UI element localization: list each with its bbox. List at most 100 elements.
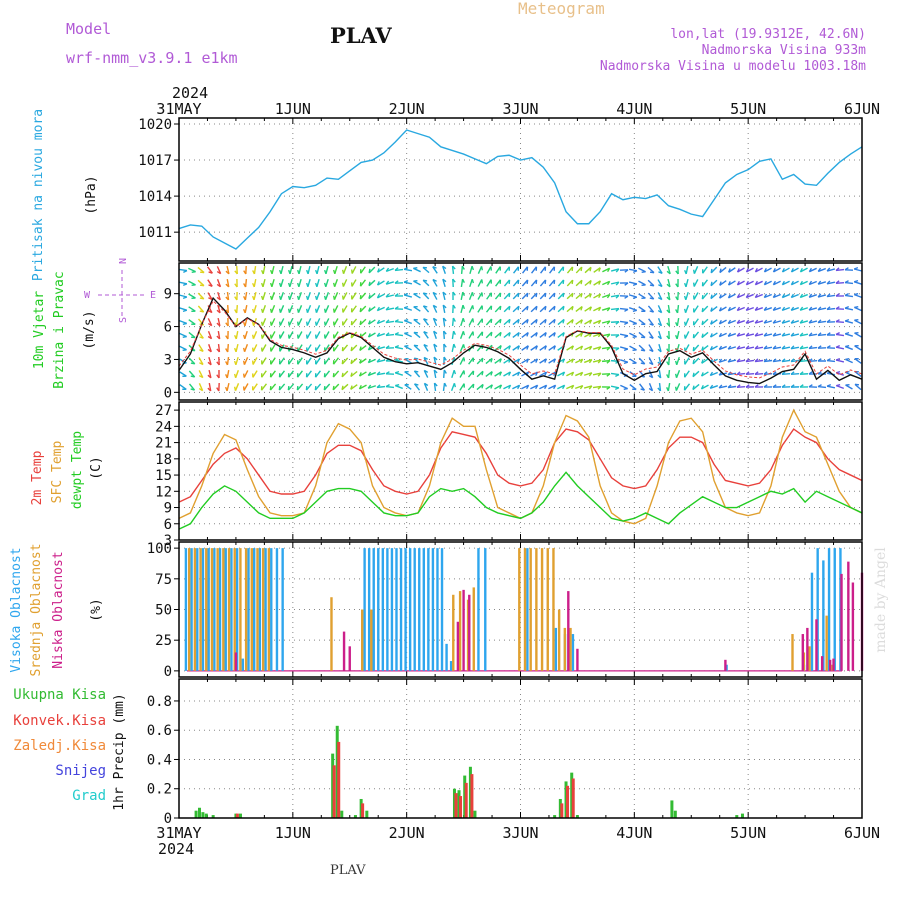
wind-arrow xyxy=(279,292,285,300)
wind-arrow xyxy=(423,344,429,352)
wind-arrow xyxy=(592,346,602,350)
wind-arrow-head xyxy=(182,309,188,313)
wind-arrow xyxy=(315,344,321,352)
wind-arrow-head xyxy=(508,292,511,298)
wind-arrow xyxy=(638,344,646,352)
wind-arrow-head xyxy=(790,332,795,337)
wind-arrow xyxy=(826,281,836,285)
wind-arrow-head xyxy=(854,318,859,321)
wind-arrow xyxy=(178,281,188,285)
wind-arrow-head xyxy=(225,309,229,314)
y-tick-label: 50 xyxy=(155,603,172,619)
wind-arrow-head xyxy=(414,383,419,386)
wind-arrow-head xyxy=(826,383,832,387)
wind-arrow-head xyxy=(772,306,777,311)
wind-arrow xyxy=(539,279,547,287)
wind-arrow-head xyxy=(745,280,749,286)
wind-arrow-head xyxy=(359,307,362,312)
wind-arrow-head xyxy=(553,306,556,311)
wind-arrow xyxy=(835,333,845,337)
wind-arrow xyxy=(442,382,446,392)
wind-arrow xyxy=(297,370,303,378)
wind-arrow xyxy=(422,266,430,274)
wind-arrow xyxy=(667,317,671,327)
wind-arrow xyxy=(451,343,455,353)
wind-arrow xyxy=(530,345,538,351)
wind-arrow xyxy=(719,266,727,274)
wind-arrow xyxy=(772,307,782,311)
wind-arrow-head xyxy=(517,371,521,376)
wind-arrow-head xyxy=(781,280,785,286)
wind-arrow-head xyxy=(781,345,786,350)
wind-arrow xyxy=(262,265,266,275)
wind-arrow xyxy=(540,266,546,274)
wind-arrow xyxy=(530,266,538,274)
wind-arrow-head xyxy=(649,297,654,300)
wind-arrow-head xyxy=(233,373,237,378)
wind-arrow xyxy=(530,358,538,364)
wind-arrow-head xyxy=(442,291,447,296)
bar-visoka-oblacnost xyxy=(526,548,529,671)
wind-arrow-head xyxy=(763,332,768,337)
wind-arrow xyxy=(485,371,493,377)
wind-arrow-head xyxy=(207,361,212,366)
wind-arrow xyxy=(476,370,484,378)
wind-arrow-head xyxy=(385,306,390,311)
wind-arrow-head xyxy=(718,345,723,350)
wind-arrow-head xyxy=(597,346,602,351)
wind-arrow-head xyxy=(553,319,556,324)
wind-arrow-head xyxy=(423,343,428,347)
wind-arrow xyxy=(413,306,421,312)
wind-arrow xyxy=(701,358,709,364)
series-line-pritisak-na-nivou-mora xyxy=(178,129,863,250)
wind-arrow-head xyxy=(709,346,713,351)
wind-arrow xyxy=(763,359,773,363)
wind-arrow xyxy=(575,332,583,338)
wind-arrow-head xyxy=(208,271,213,274)
wind-arrow xyxy=(684,344,690,352)
wind-arrow xyxy=(575,345,583,351)
wind-arrow-head xyxy=(580,345,584,350)
wind-arrow xyxy=(854,345,862,351)
wind-arrow xyxy=(584,319,592,325)
wind-arrow-head xyxy=(727,294,731,299)
bar-visoka-oblacnost xyxy=(810,572,814,671)
wind-arrow-head xyxy=(199,362,204,366)
bar-srednja-oblacnost xyxy=(239,548,242,671)
wind-arrow xyxy=(736,372,746,376)
wind-arrow xyxy=(658,382,662,392)
wind-arrow xyxy=(376,372,386,376)
wind-arrow-head xyxy=(242,373,245,378)
wind-arrow xyxy=(188,267,196,273)
wind-arrow xyxy=(306,344,312,352)
y-tick-label: 100 xyxy=(147,541,172,557)
wind-arrow xyxy=(619,307,629,311)
wind-arrow xyxy=(584,345,592,351)
wind-arrow-head xyxy=(233,386,237,391)
wind-arrow xyxy=(468,292,474,300)
wind-arrow-head xyxy=(736,319,741,324)
wind-arrow xyxy=(601,359,611,363)
bar-srednja-oblacnost xyxy=(518,548,521,671)
wind-arrow xyxy=(495,279,501,287)
bar-visoka-oblacnost xyxy=(213,548,216,671)
wind-arrow-head xyxy=(385,384,390,388)
wind-arrow xyxy=(710,319,718,325)
wind-arrow xyxy=(342,305,348,313)
wind-arrow-head xyxy=(199,336,204,339)
wind-arrow xyxy=(548,345,556,351)
wind-arrow xyxy=(808,333,818,337)
bar-srednja-oblacnost xyxy=(210,548,214,671)
wind-arrow-head xyxy=(472,383,475,389)
wind-arrow xyxy=(791,267,799,273)
wind-arrow xyxy=(442,304,446,314)
wind-arrow xyxy=(368,266,376,274)
x-axis-top: 31MAY 1JUN 2JUN 3JUN 4JUN 5JUN 6JUN xyxy=(156,100,880,118)
wind-arrow xyxy=(360,266,366,274)
wind-arrow-head xyxy=(826,332,831,336)
wind-arrow-head xyxy=(278,269,282,275)
wind-arrow xyxy=(817,385,827,389)
bar-niska-oblacnost xyxy=(815,619,818,671)
wind-arrow xyxy=(709,385,719,389)
wind-arrow xyxy=(763,333,773,337)
